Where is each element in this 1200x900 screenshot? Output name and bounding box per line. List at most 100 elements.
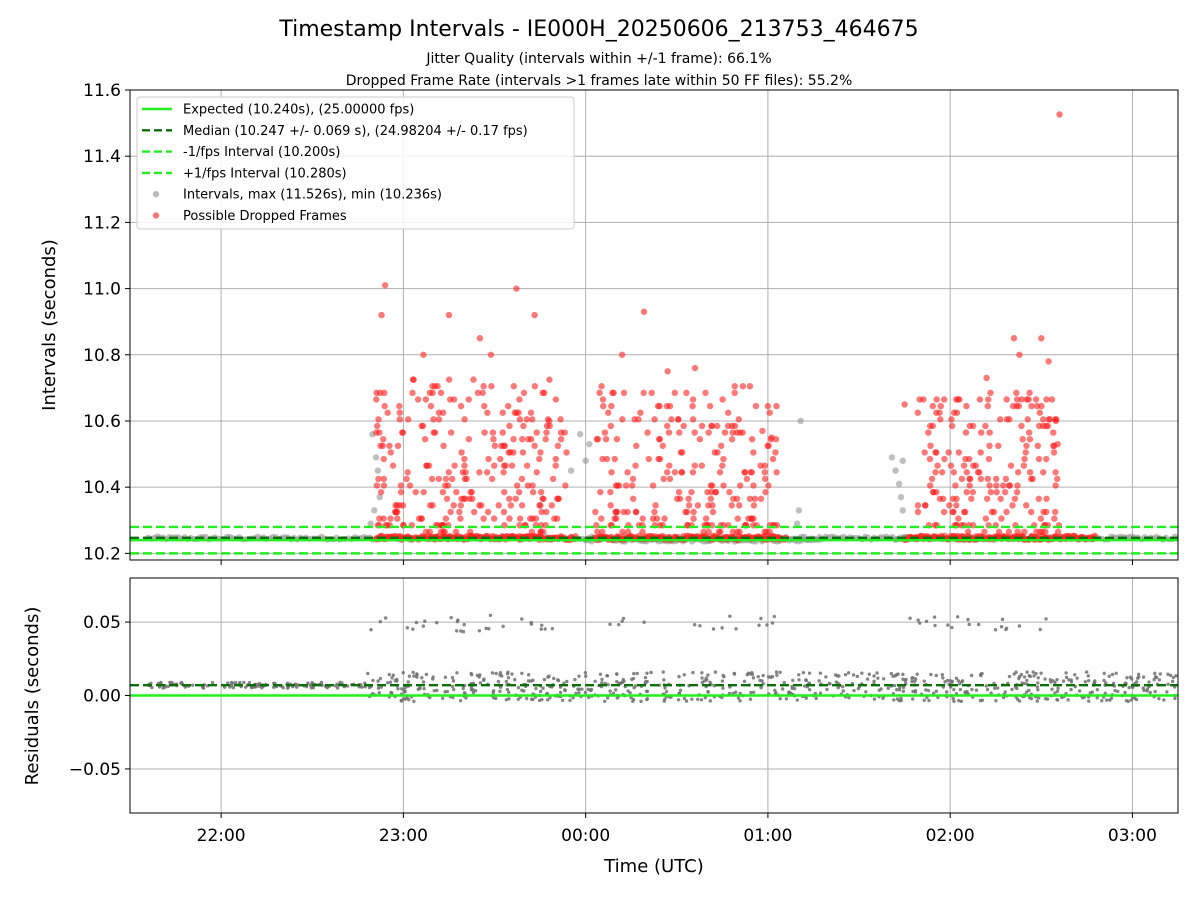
dropped-frame-point bbox=[518, 475, 526, 483]
residual-point bbox=[615, 672, 619, 676]
intervals-panel: 10.2 10.4 10.6 10.8 11.0 11.2 11.4 11.6 Interva… bbox=[39, 81, 1179, 565]
dropped-frame-point bbox=[554, 495, 561, 502]
dropped-frame-point bbox=[937, 416, 944, 423]
dropped-frame-point bbox=[1018, 396, 1025, 403]
residual-point bbox=[927, 698, 931, 703]
dropped-frame-point bbox=[660, 475, 667, 483]
dropped-frame-point bbox=[939, 495, 947, 502]
dropped-frame-point bbox=[490, 435, 497, 443]
residual-point bbox=[778, 670, 782, 674]
residual-point bbox=[620, 619, 624, 623]
dropped-frame-point bbox=[987, 389, 994, 397]
residual-point bbox=[504, 697, 509, 702]
dropped-frame-point bbox=[554, 442, 562, 450]
residual-point bbox=[1036, 688, 1040, 692]
residual-point bbox=[749, 690, 753, 695]
dropped-frame-point bbox=[510, 383, 518, 390]
residual-point bbox=[901, 689, 906, 693]
residual-point bbox=[1107, 674, 1111, 678]
residual-point bbox=[966, 617, 970, 622]
residual-point bbox=[1022, 681, 1026, 686]
dropped-frame-point bbox=[437, 389, 445, 397]
residual-point bbox=[445, 689, 450, 694]
residual-point bbox=[910, 679, 914, 684]
residual-point bbox=[469, 688, 474, 692]
residual-point bbox=[477, 629, 482, 633]
dropped-frame-point bbox=[721, 429, 729, 436]
dropped-frame-point bbox=[613, 435, 621, 443]
dropped-frame-point bbox=[736, 528, 743, 536]
dropped-frame-point bbox=[515, 488, 523, 496]
dropped-frame-point bbox=[1001, 488, 1009, 496]
dropped-frame-point bbox=[995, 442, 1002, 450]
intervals-y-tick-label: 10.2 bbox=[83, 544, 121, 564]
dropped-frame-point bbox=[966, 455, 973, 463]
residual-point bbox=[721, 686, 725, 690]
dropped-frame-point bbox=[480, 515, 487, 522]
residual-point bbox=[825, 687, 829, 692]
residual-point bbox=[498, 670, 503, 675]
residual-point bbox=[931, 691, 936, 696]
dropped-frame-point bbox=[553, 515, 561, 522]
residual-point bbox=[390, 676, 394, 680]
residual-point bbox=[387, 672, 392, 677]
residual-point bbox=[505, 687, 510, 692]
dropped-frame-point bbox=[412, 488, 419, 496]
residual-point bbox=[1129, 677, 1134, 681]
residual-point bbox=[733, 690, 738, 694]
residual-point bbox=[1102, 678, 1106, 683]
legend-entry-label: Expected (10.240s), (25.00000 fps) bbox=[183, 103, 414, 118]
dropped-frame-point bbox=[461, 416, 468, 423]
residual-point bbox=[1017, 676, 1021, 681]
dropped-frame-point bbox=[1052, 469, 1059, 476]
dropped-frame-point bbox=[531, 311, 538, 319]
dropped-frame-point bbox=[474, 389, 482, 397]
dropped-frame-point bbox=[510, 435, 517, 443]
dropped-frame-point bbox=[1036, 409, 1044, 416]
dropped-frame-point bbox=[387, 449, 394, 456]
dropped-frame-point bbox=[688, 488, 695, 496]
residual-point bbox=[494, 671, 498, 676]
dropped-frame-point bbox=[1009, 502, 1016, 509]
intervals-y-tick-label: 11.6 bbox=[83, 81, 121, 101]
dropped-frame-point bbox=[739, 429, 746, 436]
dropped-frame-point bbox=[709, 508, 717, 516]
residual-point bbox=[226, 681, 230, 685]
dropped-frame-point bbox=[523, 416, 530, 423]
dropped-frame-point bbox=[726, 488, 733, 496]
dropped-frame-point bbox=[983, 374, 990, 382]
dropped-frame-point bbox=[374, 422, 381, 430]
residual-point bbox=[540, 623, 544, 627]
residual-point bbox=[556, 678, 561, 683]
dropped-frame-point bbox=[543, 422, 551, 430]
dropped-frame-point bbox=[637, 409, 644, 416]
dropped-frame-point bbox=[719, 462, 726, 469]
residual-point bbox=[940, 673, 945, 677]
residual-point bbox=[960, 679, 965, 683]
residual-point bbox=[1166, 672, 1170, 676]
residual-point bbox=[611, 691, 616, 696]
interval-point bbox=[367, 520, 374, 527]
dropped-frame-point bbox=[940, 396, 948, 403]
dropped-frame-point bbox=[597, 488, 604, 496]
dropped-frame-point bbox=[381, 282, 389, 289]
dropped-frame-point bbox=[1034, 442, 1042, 450]
residual-point bbox=[244, 685, 248, 689]
residual-point bbox=[529, 679, 533, 683]
residual-point bbox=[703, 695, 708, 700]
dropped-frame-point bbox=[977, 449, 984, 456]
dropped-frame-point bbox=[380, 435, 387, 443]
residual-point bbox=[431, 677, 435, 681]
dropped-frame-point bbox=[462, 469, 469, 476]
dropped-frame-point bbox=[739, 383, 747, 390]
dropped-frame-point bbox=[651, 508, 658, 516]
dropped-frame-point bbox=[1054, 440, 1061, 448]
residual-point bbox=[487, 627, 491, 631]
residual-point bbox=[989, 691, 993, 695]
residual-point bbox=[957, 698, 961, 703]
interval-point bbox=[797, 417, 804, 425]
residual-point bbox=[1104, 681, 1108, 685]
dropped-frame-point bbox=[982, 515, 990, 522]
residual-point bbox=[1086, 674, 1090, 678]
dropped-frame-point bbox=[993, 488, 1000, 496]
